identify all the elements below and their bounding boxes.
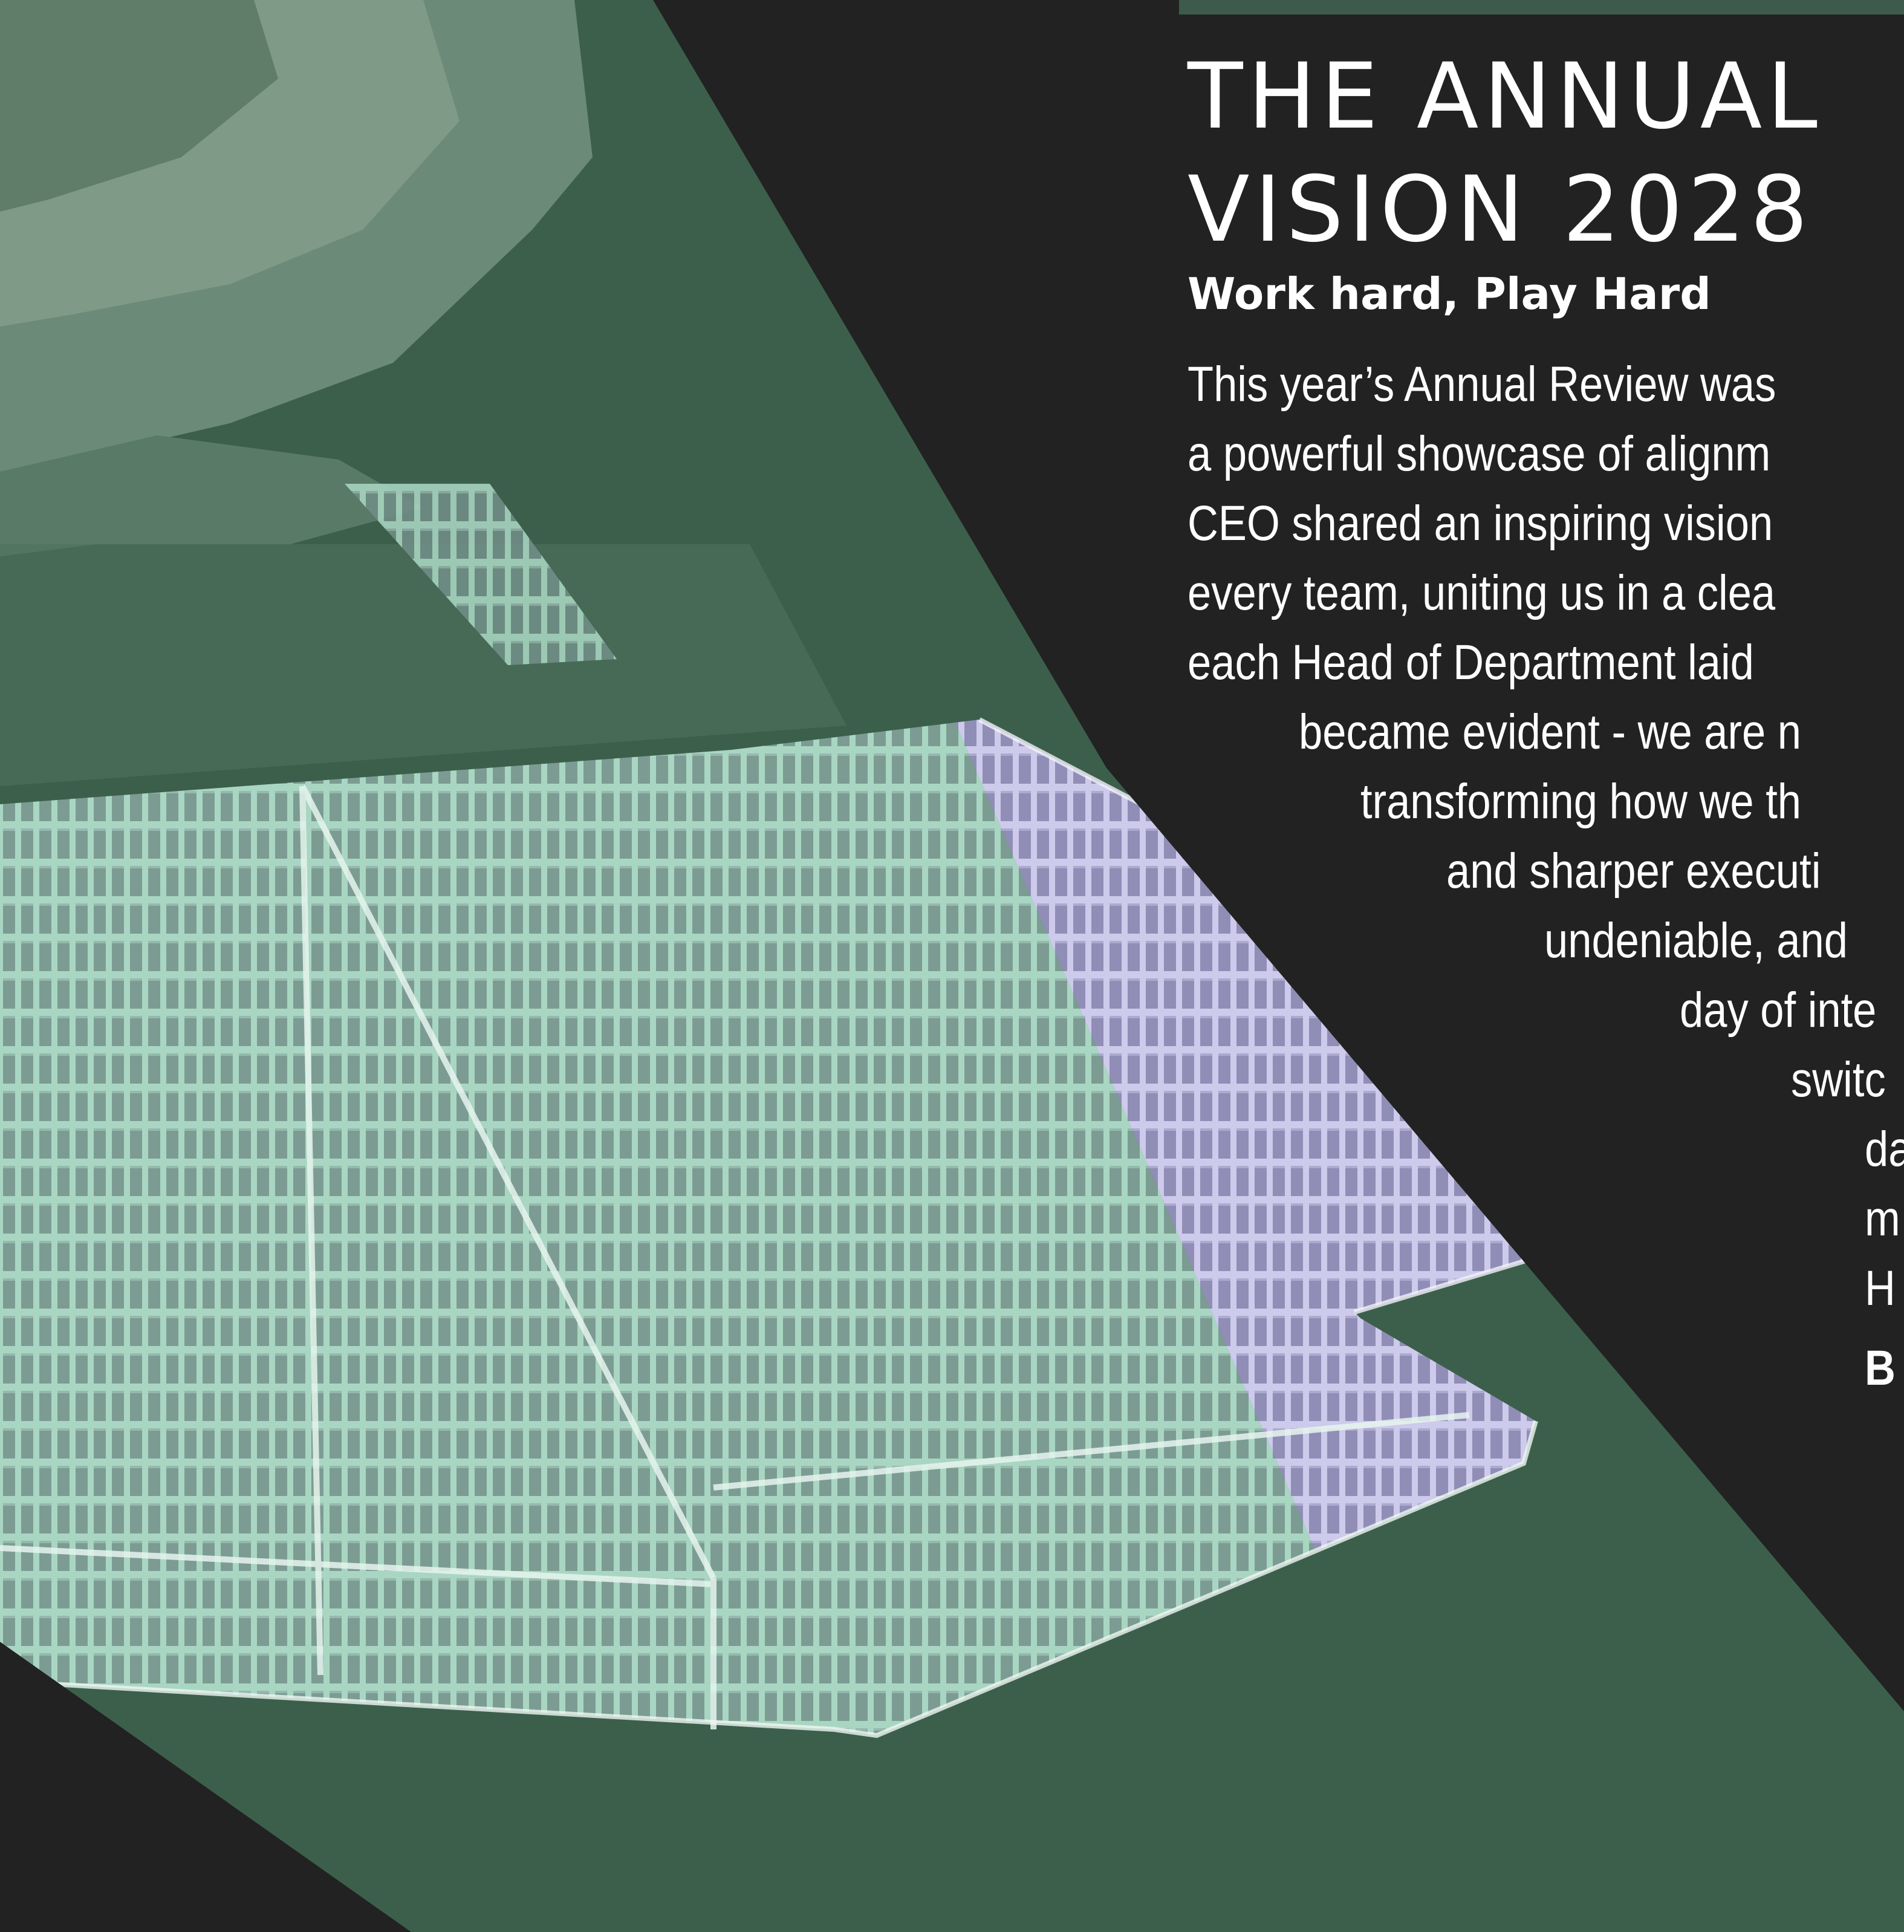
body-line: da [1865, 1122, 1904, 1177]
body-line: undeniable, and [1544, 913, 1848, 968]
body-line: switc [1791, 1052, 1886, 1107]
headline-line-2: VISION 2028 [1188, 157, 1813, 262]
body-line: and sharper executi [1446, 844, 1821, 899]
body-line: This year’s Annual Review was [1188, 357, 1776, 412]
body-line: every team, uniting us in a clea [1188, 565, 1776, 620]
headline-line-1: THE ANNUAL [1188, 44, 1822, 149]
body-line: each Head of Department laid [1188, 635, 1754, 690]
body-line: CEO shared an inspiring vision [1188, 496, 1773, 551]
body-line: transforming how we th [1360, 774, 1802, 829]
body-line: a powerful showcase of alignm [1188, 426, 1771, 481]
body-line: became evident - we are n [1299, 704, 1802, 759]
body-line: day of inte [1680, 983, 1877, 1038]
body-line-bold: B [1865, 1341, 1896, 1396]
tagline: Work hard, Play Hard [1188, 268, 1711, 319]
body-line: H [1865, 1261, 1896, 1316]
body-line: m [1865, 1191, 1900, 1246]
